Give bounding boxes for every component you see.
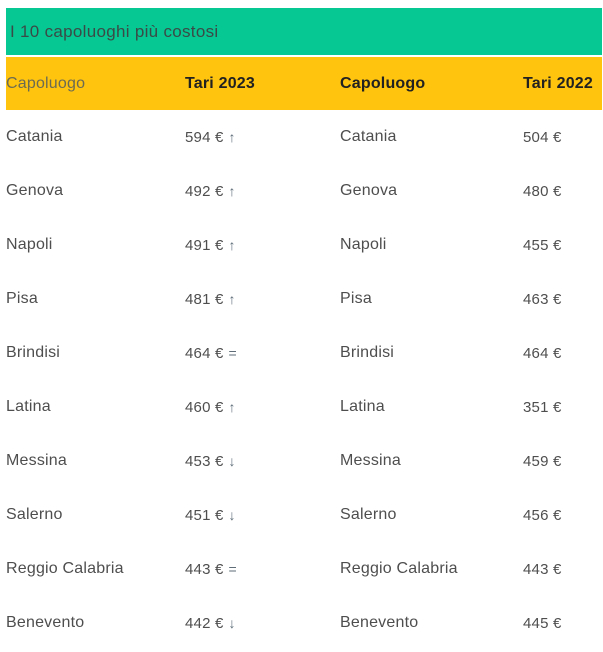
city-2022-cell: Latina — [340, 398, 385, 415]
tari-2023-value: 594 € — [185, 128, 224, 146]
tari-2023-cell: 491 € ↑ — [185, 237, 340, 254]
city-2022-cell: Messina — [340, 452, 401, 469]
tari-2023-cell: 451 € ↓ — [185, 507, 340, 524]
table-row: Catania 594 € ↑ Catania 504 € — [6, 110, 602, 164]
table-row: Benevento 442 € ↓ Benevento 445 € — [6, 596, 602, 650]
tari-2023-value: 451 € — [185, 506, 224, 524]
city-2023-cell: Brindisi — [6, 344, 61, 361]
trend-indicator-icon: = — [228, 560, 237, 577]
city-2023-cell: Latina — [6, 398, 51, 415]
column-header-capoluogo-2023: Capoluogo — [6, 74, 86, 92]
city-2022-cell: Brindisi — [340, 344, 395, 361]
title-bar: I 10 capoluoghi più costosi — [6, 8, 602, 55]
trend-indicator-icon: ↑ — [228, 398, 236, 415]
table-row: Salerno 451 € ↓ Salerno 456 € — [6, 488, 602, 542]
city-2023-cell: Catania — [6, 128, 63, 145]
tari-2023-value: 460 € — [185, 398, 224, 416]
trend-indicator-icon: ↓ — [228, 506, 236, 523]
city-2023-cell: Napoli — [6, 236, 53, 253]
trend-indicator-icon: ↑ — [228, 290, 236, 307]
tari-2023-value: 453 € — [185, 452, 224, 470]
tari-2022-value: 463 € — [523, 290, 562, 308]
table-body: Catania 594 € ↑ Catania 504 € Genova 492 … — [6, 110, 602, 650]
city-2022-cell: Pisa — [340, 290, 372, 307]
trend-indicator-icon: ↓ — [228, 452, 236, 469]
city-2022-cell: Napoli — [340, 236, 387, 253]
trend-indicator-icon: = — [228, 344, 237, 361]
tari-2023-value: 491 € — [185, 236, 224, 254]
city-2023-cell: Pisa — [6, 290, 38, 307]
column-header-capoluogo-2022: Capoluogo — [340, 74, 426, 92]
city-2022-cell: Reggio Calabria — [340, 560, 458, 577]
tari-2023-value: 464 € — [185, 344, 224, 362]
tari-2022-value: 455 € — [523, 236, 562, 254]
tari-2022-value: 456 € — [523, 506, 562, 524]
tari-2023-value: 443 € — [185, 560, 224, 578]
trend-indicator-icon: ↑ — [228, 182, 236, 199]
table-row: Brindisi 464 € = Brindisi 464 € — [6, 326, 602, 380]
tari-2023-cell: 481 € ↑ — [185, 291, 340, 308]
city-2022-cell: Genova — [340, 182, 398, 199]
table-row: Napoli 491 € ↑ Napoli 455 € — [6, 218, 602, 272]
tari-2022-value: 459 € — [523, 452, 562, 470]
tari-2022-value: 480 € — [523, 182, 562, 200]
trend-indicator-icon: ↑ — [228, 236, 236, 253]
city-2023-cell: Messina — [6, 452, 67, 469]
tari-2023-cell: 442 € ↓ — [185, 615, 340, 632]
header-row: Capoluogo Tari 2023 Capoluogo Tari 2022 — [6, 57, 602, 110]
tari-2023-cell: 460 € ↑ — [185, 399, 340, 416]
trend-indicator-icon: ↓ — [228, 614, 236, 631]
column-header-tari-2022: Tari 2022 — [523, 74, 593, 92]
tari-2023-cell: 594 € ↑ — [185, 129, 340, 146]
tari-2023-cell: 492 € ↑ — [185, 183, 340, 200]
tari-2022-value: 464 € — [523, 344, 562, 362]
tari-2023-value: 442 € — [185, 614, 224, 632]
table-row: Reggio Calabria 443 € = Reggio Calabria 4… — [6, 542, 602, 596]
tari-2022-value: 351 € — [523, 398, 562, 416]
city-2023-cell: Benevento — [6, 614, 85, 631]
tari-2022-value: 443 € — [523, 560, 562, 578]
tari-2023-cell: 443 € = — [185, 561, 340, 578]
tari-2023-cell: 464 € = — [185, 345, 340, 362]
table-row: Genova 492 € ↑ Genova 480 € — [6, 164, 602, 218]
trend-indicator-icon: ↑ — [228, 128, 236, 145]
table-row: Pisa 481 € ↑ Pisa 463 € — [6, 272, 602, 326]
tari-2022-value: 504 € — [523, 128, 562, 146]
city-2023-cell: Salerno — [6, 506, 63, 523]
table-row: Messina 453 € ↓ Messina 459 € — [6, 434, 602, 488]
table-title: I 10 capoluoghi più costosi — [10, 21, 219, 41]
city-2023-cell: Genova — [6, 182, 64, 199]
city-2023-cell: Reggio Calabria — [6, 560, 124, 577]
city-2022-cell: Salerno — [340, 506, 397, 523]
table-row: Latina 460 € ↑ Latina 351 € — [6, 380, 602, 434]
tari-2023-value: 481 € — [185, 290, 224, 308]
city-2022-cell: Benevento — [340, 614, 419, 631]
tari-2022-value: 445 € — [523, 614, 562, 632]
city-2022-cell: Catania — [340, 128, 397, 145]
tari-2023-value: 492 € — [185, 182, 224, 200]
tari-2023-cell: 453 € ↓ — [185, 453, 340, 470]
tari-table-widget: I 10 capoluoghi più costosi Capoluogo Ta… — [6, 8, 602, 650]
column-header-tari-2023: Tari 2023 — [185, 74, 255, 92]
